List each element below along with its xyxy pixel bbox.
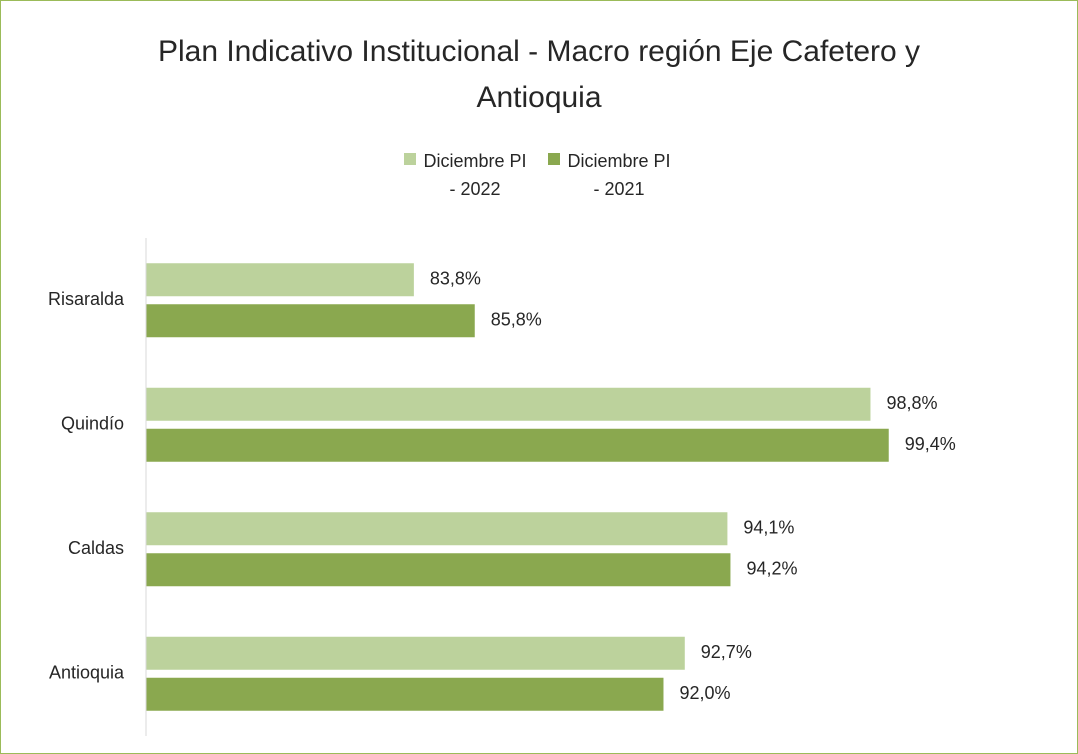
data-label: 98,8% <box>886 393 937 413</box>
data-label: 85,8% <box>491 310 542 330</box>
bar <box>146 428 889 462</box>
legend-swatch <box>548 153 560 165</box>
bar <box>146 553 731 587</box>
data-label: 94,2% <box>746 559 797 579</box>
data-label: 92,0% <box>679 683 730 703</box>
y-tick-label: Quindío <box>61 414 124 434</box>
data-label: 92,7% <box>701 642 752 662</box>
title-box: Plan Indicativo Institucional - Macro re… <box>1 29 1077 121</box>
legend-label: Diciembre PI - 2021 <box>567 151 671 199</box>
bar <box>146 304 475 338</box>
data-label: 83,8% <box>430 269 481 289</box>
y-tick-label: Antioquia <box>49 663 125 683</box>
legend-label: Diciembre PI - 2022 <box>423 151 527 199</box>
y-tick-label: Caldas <box>68 538 124 558</box>
y-tick-label: Risaralda <box>48 289 125 309</box>
bar <box>146 387 871 421</box>
bar <box>146 512 728 546</box>
chart-title: Plan Indicativo Institucional - Macro re… <box>157 35 921 114</box>
bar <box>146 677 664 711</box>
legend-item: Diciembre PI - 2022 <box>404 147 530 203</box>
legend: Diciembre PI - 2022 Diciembre PI - 2021 <box>1 147 1077 203</box>
bar <box>146 636 685 670</box>
legend-item: Diciembre PI - 2021 <box>548 147 674 203</box>
data-label: 99,4% <box>905 434 956 454</box>
legend-swatch <box>404 153 416 165</box>
bar <box>146 263 414 297</box>
data-label: 94,1% <box>743 518 794 538</box>
